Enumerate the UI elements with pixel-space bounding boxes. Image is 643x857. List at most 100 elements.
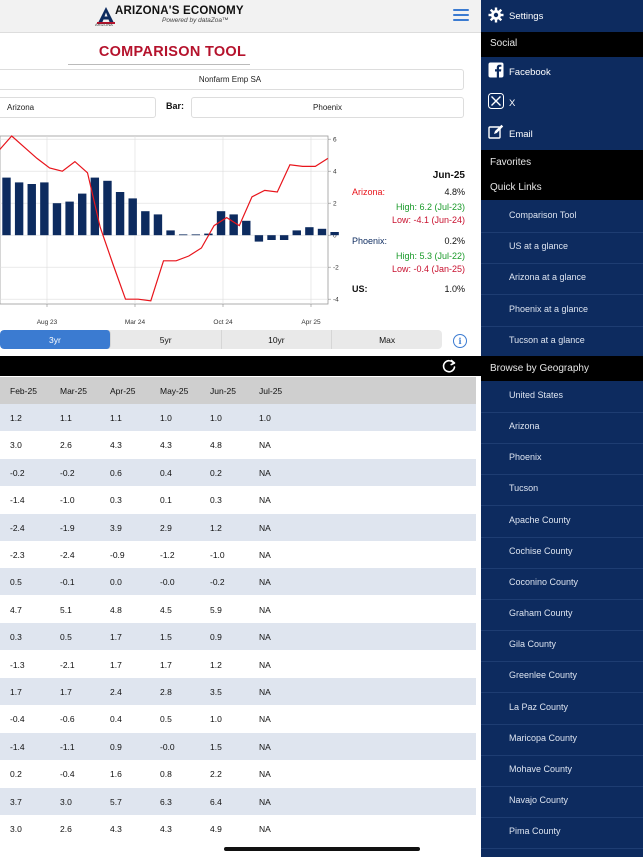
table-cell: NA <box>259 467 271 478</box>
table-cell: 5.7 <box>110 796 122 807</box>
table-row[interactable]: 4.7 5.1 4.8 4.5 5.9 NA <box>0 596 476 623</box>
range-selector: 3yr 5yr 10yr Max <box>0 330 442 349</box>
table-toolbar <box>0 356 481 376</box>
comparison-chart: 6 4 2 0 -2 -4 Aug 23 Mar 24 Oct 24 Apr 25 <box>0 135 339 326</box>
phoenix-bar <box>2 177 11 236</box>
table-cell: -2.1 <box>60 659 75 670</box>
table-cell: 4.9 <box>210 824 222 834</box>
bar-label: Bar: <box>166 101 185 111</box>
geography-item[interactable]: Pima County <box>509 826 561 837</box>
geography-item[interactable]: Coconino County <box>509 576 579 587</box>
bar-geography-select[interactable]: Phoenix <box>191 97 464 118</box>
quick-link-item[interactable]: Tucson at a glance <box>509 334 585 345</box>
table-row[interactable]: 0.5 -0.1 0.0 -0.0 -0.2 NA <box>0 568 476 596</box>
facebook-link[interactable]: Facebook <box>509 67 551 78</box>
table-row[interactable]: -0.2 -0.2 0.6 0.4 0.2 NA <box>0 458 476 486</box>
table-row[interactable]: -2.3 -2.4 -0.9 -1.2 -1.0 NA <box>0 541 476 568</box>
table-row[interactable]: -2.4 -1.9 3.9 2.9 1.2 NA <box>0 513 476 541</box>
table-cell: -1.0 <box>210 550 225 560</box>
table-cell: 6.4 <box>210 796 222 807</box>
menu-icon[interactable] <box>453 9 469 23</box>
table-cell: 2.6 <box>60 440 72 451</box>
geography-header: Browse by Geography <box>490 363 589 374</box>
table-row[interactable]: 0.2 -0.4 1.6 0.8 2.2 NA <box>0 760 476 787</box>
settings-link[interactable]: Settings <box>509 11 544 22</box>
phoenix-bar <box>204 233 213 236</box>
x-link[interactable]: X <box>509 98 516 109</box>
email-link[interactable]: Email <box>509 129 533 140</box>
brand-title: ARIZONA'S ECONOMY <box>115 5 244 17</box>
table-cell: 4.7 <box>10 604 22 615</box>
geography-item[interactable]: United States <box>509 390 564 400</box>
table-cell: 4.3 <box>110 824 122 834</box>
divider <box>481 661 643 663</box>
phoenix-bar <box>166 230 175 236</box>
table-cell: 1.2 <box>210 522 222 533</box>
tab-max[interactable]: Max <box>379 334 396 345</box>
facebook-icon <box>488 62 504 78</box>
geography-item[interactable]: Apache County <box>509 514 571 525</box>
geography-item[interactable]: Greenlee County <box>509 670 578 681</box>
series-select[interactable]: Nonfarm Emp SA <box>0 69 464 90</box>
gear-icon <box>488 7 504 23</box>
table-cell: -0.2 <box>10 467 25 478</box>
geography-item[interactable]: Arizona <box>509 421 540 432</box>
column-header: Feb-25 <box>10 386 37 396</box>
table-row[interactable]: 1.2 1.1 1.1 1.0 1.0 1.0 <box>0 404 476 431</box>
quick-link-item[interactable]: Comparison Tool <box>509 210 577 220</box>
table-row[interactable]: -1.4 -1.0 0.3 0.1 0.3 NA <box>0 486 476 513</box>
table-cell: 3.5 <box>210 687 222 697</box>
table-row[interactable]: 3.0 2.6 4.3 4.3 4.9 NA <box>0 815 476 842</box>
table-row[interactable]: 3.7 3.0 5.7 6.3 6.4 NA <box>0 787 476 815</box>
tab-10yr[interactable]: 10yr <box>222 330 333 349</box>
geography-item[interactable]: Phoenix <box>509 452 542 463</box>
table-cell: -0.9 <box>110 550 125 560</box>
info-icon[interactable]: i <box>453 334 467 348</box>
phoenix-bar <box>279 235 289 240</box>
table-row[interactable]: 3.0 2.6 4.3 4.3 4.8 NA <box>0 431 476 458</box>
table-cell: NA <box>259 632 271 643</box>
divider <box>481 630 643 632</box>
table-row[interactable]: -1.3 -2.1 1.7 1.7 1.2 NA <box>0 651 476 678</box>
table-cell: 2.9 <box>160 522 172 533</box>
geography-item[interactable]: Graham County <box>509 608 573 619</box>
brand-subtitle: Powered by dataZoa™ <box>162 17 229 24</box>
quick-link-item[interactable]: US at a glance <box>509 241 569 252</box>
phoenix-bar <box>191 234 200 236</box>
table-cell: 4.3 <box>160 824 172 834</box>
table-row[interactable]: 1.7 1.7 2.4 2.8 3.5 NA <box>0 678 476 705</box>
geography-item[interactable]: Mohave County <box>509 763 573 774</box>
phoenix-bar <box>153 214 163 236</box>
info-date: Jun-25 <box>432 170 465 181</box>
table-cell: -1.3 <box>10 659 25 670</box>
table-row[interactable]: -1.4 -1.1 0.9 -0.0 1.5 NA <box>0 732 476 760</box>
geography-item[interactable]: Cochise County <box>509 545 573 556</box>
quick-link-item[interactable]: Arizona at a glance <box>509 272 587 283</box>
phoenix-bar <box>254 235 264 242</box>
table-cell: -1.4 <box>10 741 25 752</box>
table-cell: 1.7 <box>10 687 22 697</box>
divider <box>481 816 643 818</box>
y-tick-label: 4 <box>333 169 337 176</box>
table-cell: 1.0 <box>259 413 271 423</box>
geography-item[interactable]: Navajo County <box>509 794 569 805</box>
geography-item[interactable]: Maricopa County <box>509 732 578 743</box>
phoenix-bar <box>178 234 188 236</box>
plot-area <box>0 135 329 305</box>
table-cell: 1.1 <box>60 413 72 423</box>
table-cell: 0.4 <box>160 467 172 478</box>
table-row[interactable]: 0.3 0.5 1.7 1.5 0.9 NA <box>0 623 476 651</box>
table-cell: 5.9 <box>210 604 222 615</box>
geography-item[interactable]: Tucson <box>509 483 539 494</box>
table-cell: 0.5 <box>160 714 172 725</box>
tab-3yr[interactable]: 3yr <box>0 330 111 349</box>
column-header: Mar-25 <box>60 386 87 396</box>
line-geography-select[interactable]: Arizona <box>0 97 156 118</box>
table-row[interactable]: -0.4 -0.6 0.4 0.5 1.0 NA <box>0 705 476 732</box>
refresh-icon[interactable] <box>441 358 457 374</box>
y-tick-label: -2 <box>333 265 339 272</box>
tab-5yr[interactable]: 5yr <box>111 330 222 349</box>
geography-item[interactable]: Gila County <box>509 639 557 650</box>
geography-item[interactable]: La Paz County <box>509 701 569 712</box>
quick-link-item[interactable]: Phoenix at a glance <box>509 303 589 314</box>
